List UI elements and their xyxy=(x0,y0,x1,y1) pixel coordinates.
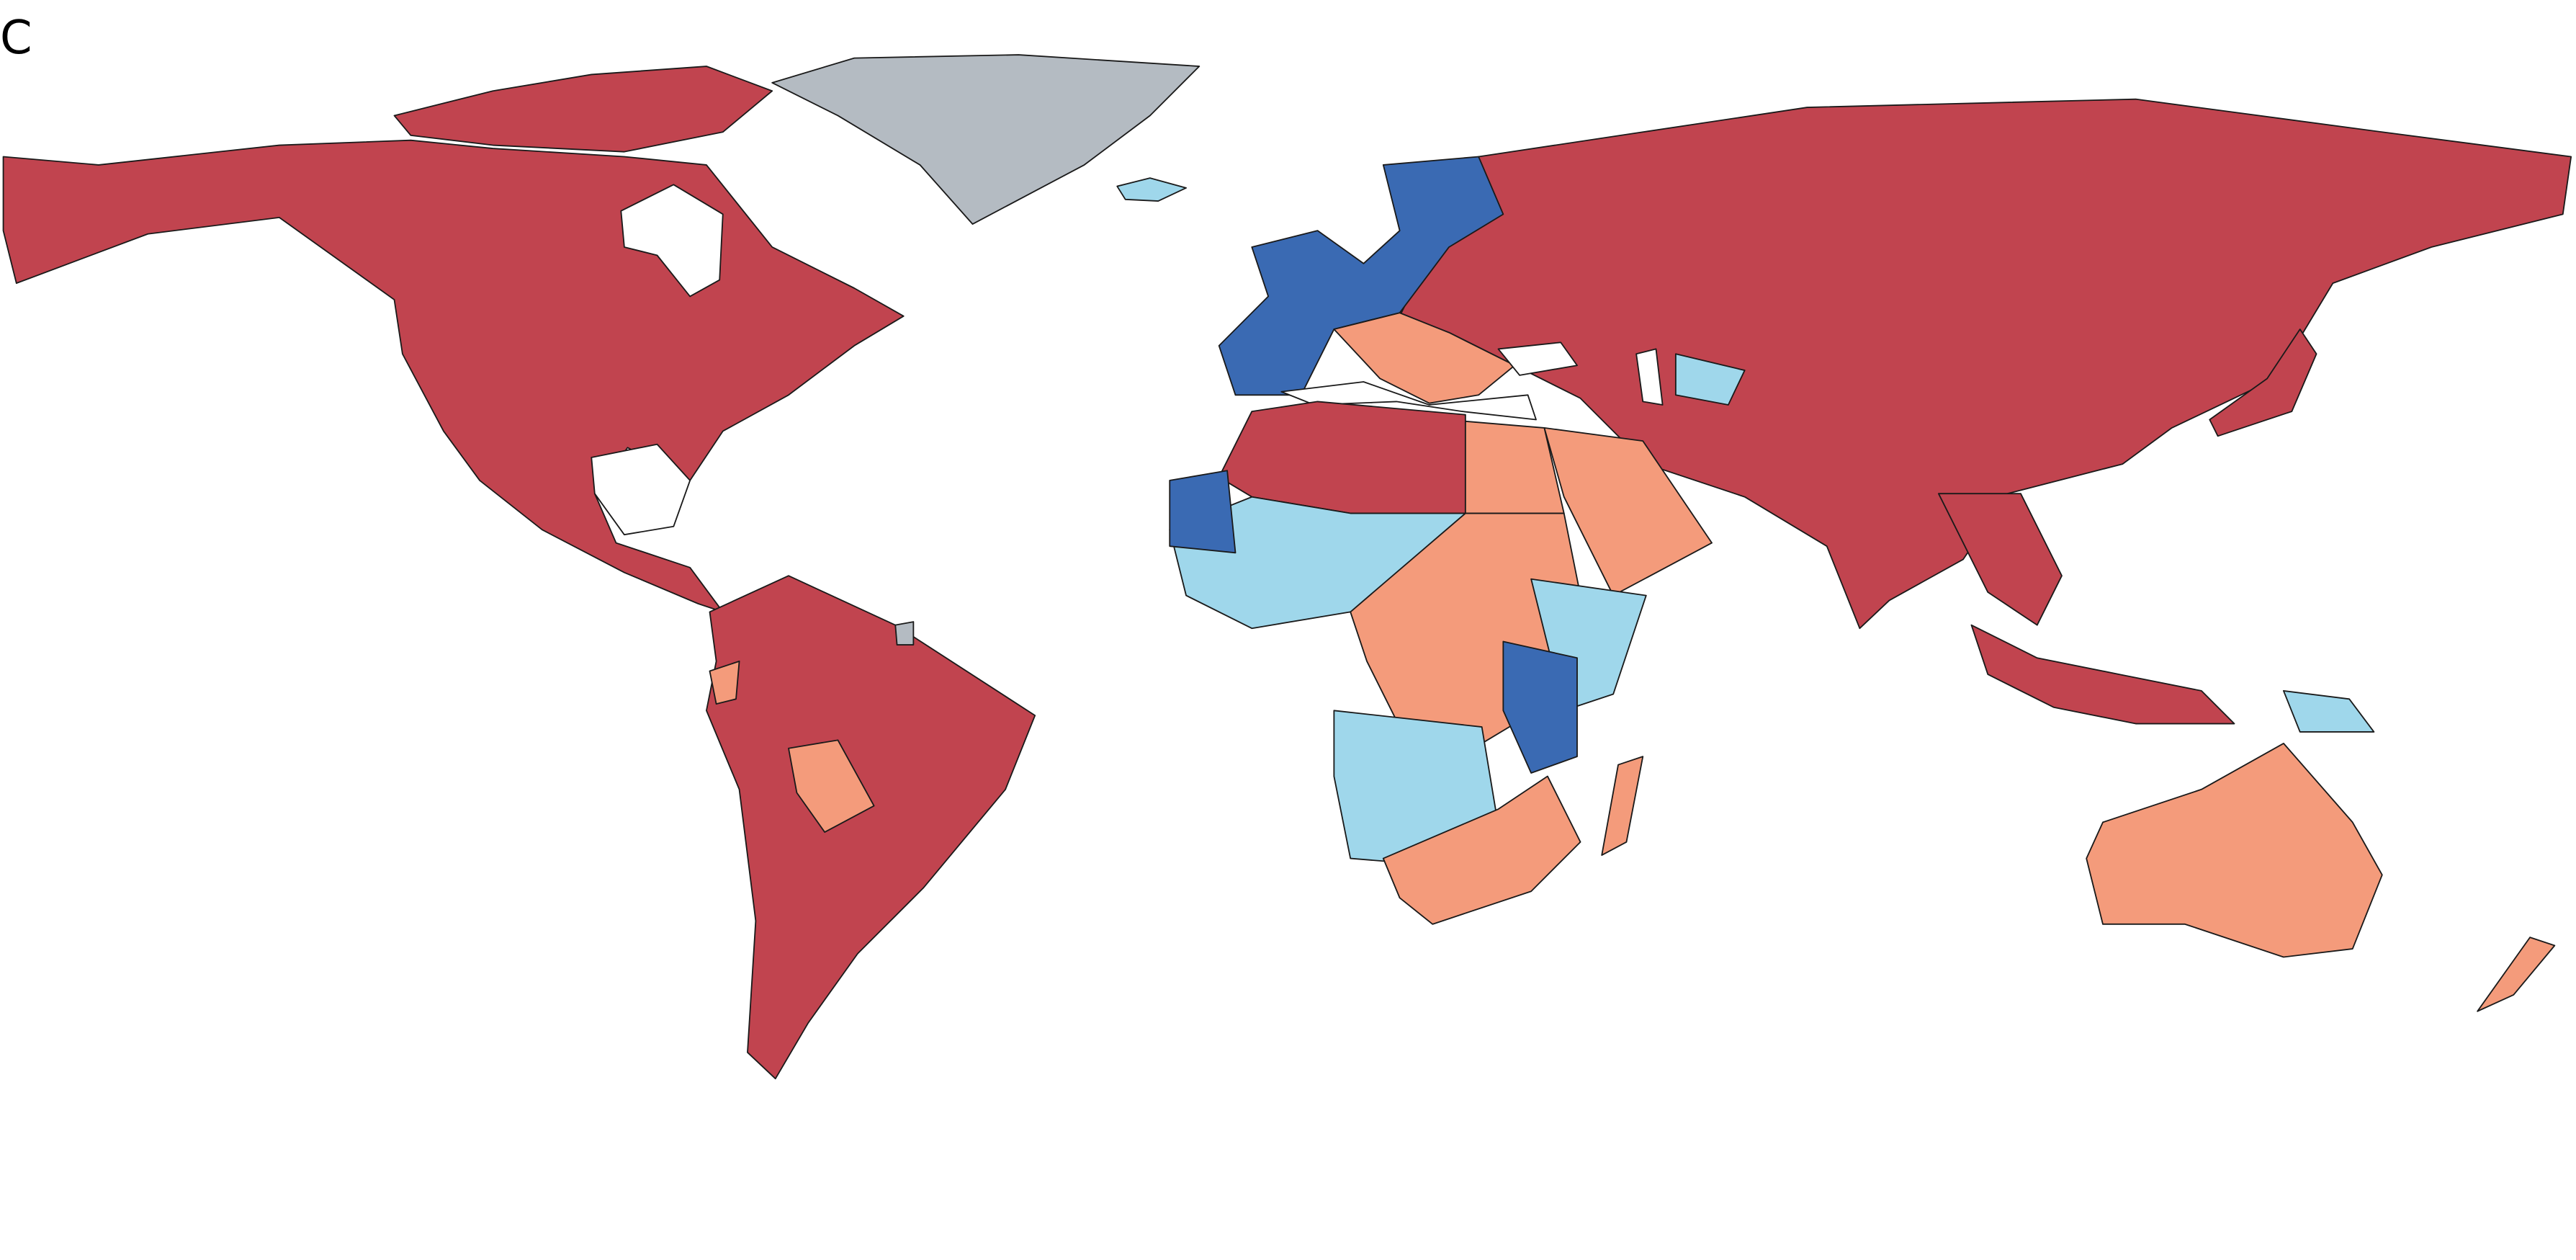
bolivia xyxy=(788,739,875,834)
arctic-islands xyxy=(393,66,773,153)
turkmenistan xyxy=(1674,353,1746,406)
indonesia xyxy=(1970,624,2235,725)
countries xyxy=(2,54,2572,1080)
iceland xyxy=(1116,177,1187,202)
gulf-of-mexico xyxy=(591,443,691,536)
black-sea xyxy=(1497,341,1578,376)
new-zealand xyxy=(2477,937,2556,1012)
western-europe xyxy=(1218,156,1504,396)
hudson-bay xyxy=(620,184,724,298)
tanzania xyxy=(1502,640,1578,774)
middle-east xyxy=(1543,426,1713,597)
southern-europe xyxy=(1333,312,1516,404)
eurasia xyxy=(1399,98,2572,630)
japan xyxy=(2209,329,2317,437)
ecuador xyxy=(709,660,740,705)
south-africa xyxy=(1382,775,1581,925)
papua-new-guinea xyxy=(2283,689,2375,733)
panel-label: C xyxy=(0,12,32,65)
north-america xyxy=(2,139,905,613)
southeast-asia xyxy=(1937,493,2063,626)
south-america xyxy=(706,575,1036,1080)
madagascar xyxy=(1601,756,1644,856)
caspian-sea xyxy=(1635,348,1664,406)
greenland xyxy=(771,54,1201,225)
guiana xyxy=(894,621,915,645)
australia xyxy=(2086,742,2383,958)
north-africa xyxy=(1218,401,1466,514)
western-sahara xyxy=(1169,470,1237,554)
